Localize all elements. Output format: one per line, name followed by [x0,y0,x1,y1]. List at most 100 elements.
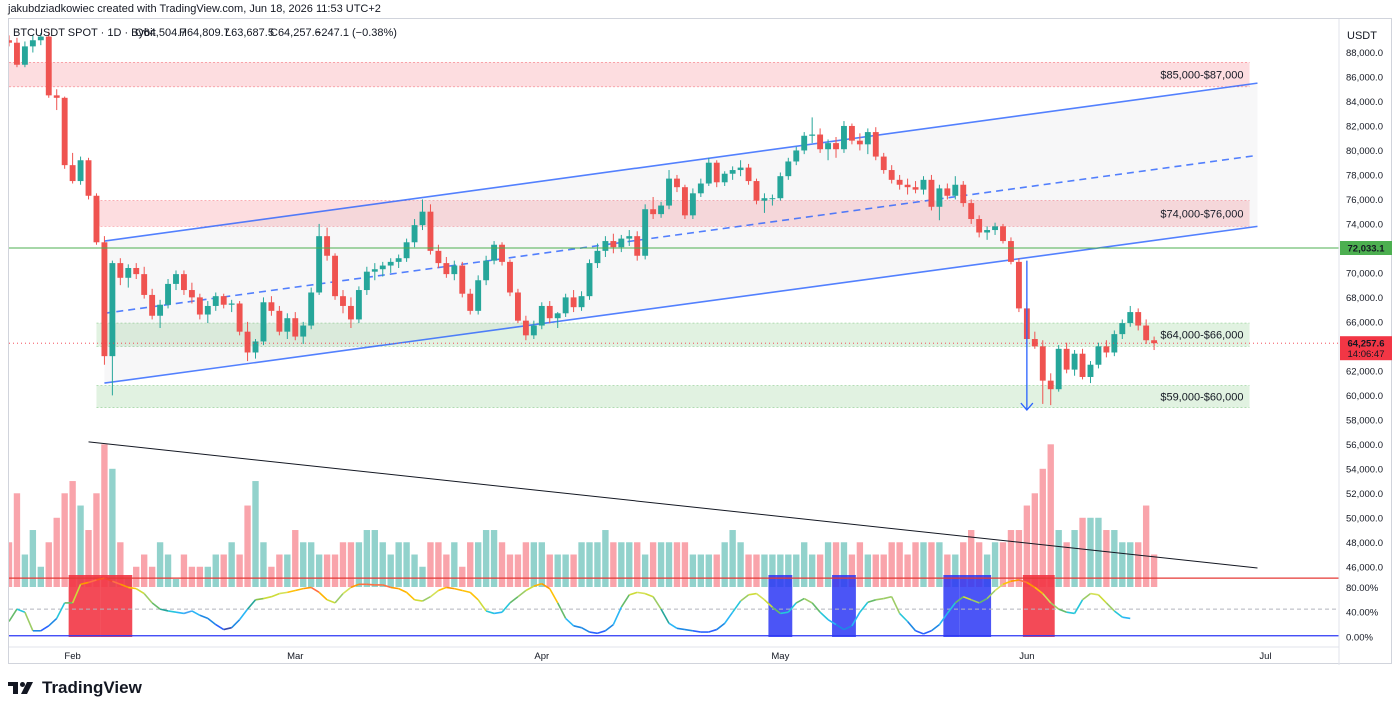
price-zones: $85,000-$87,000 $74,000-$76,000 $64,000-$6… [9,61,1250,408]
indicator-segment [556,602,567,619]
volume-bar [689,554,697,587]
indicator-segment [787,602,797,613]
candle-body [451,265,458,275]
currency-label: USDT [1347,30,1377,42]
indicator-segment [859,601,869,613]
indicator-segment [48,617,58,627]
candle-body [952,184,959,196]
indicator-segment [620,594,630,608]
volume-bar [1119,542,1126,587]
zone-label: $64,000-$66,000 [1160,330,1243,342]
volume-bar [506,554,514,587]
indicator-segment [56,602,66,619]
indicator-segment [390,586,399,590]
candle-body [586,263,593,297]
indicator-segment [684,628,694,632]
volume-bar [355,542,363,587]
indicator-segment [843,625,853,631]
time-tick-label: Mar [287,651,303,662]
volume-bar [419,566,426,587]
candle-body [101,242,108,357]
volume-bar [347,542,355,587]
candle-body [968,203,975,220]
candle-body [1103,346,1110,353]
candle-body [689,193,696,216]
candle-body [196,297,203,315]
candle-body [475,280,482,311]
time-tick-label: May [771,651,789,662]
volume-bar [649,542,657,587]
indicator-segment [970,599,980,604]
time-tick-label: Feb [64,651,80,662]
chart-svg[interactable]: $85,000-$87,000 $74,000-$76,000 $64,000-$6… [9,19,1393,665]
candle-body [1143,325,1150,341]
candle-body [483,260,490,281]
indicator-segment [318,591,328,601]
tradingview-logo[interactable]: TradingView [8,678,142,698]
volume-bar [713,554,720,587]
candle-body [634,236,641,256]
ohlc-open: O64,504.7 [135,27,186,39]
volume-bar [93,493,100,587]
indicator-segment [1066,611,1075,615]
candle-body [658,205,665,215]
candle-body [833,143,839,150]
volume-bar [697,554,705,587]
volume-bar [522,542,530,587]
volume-bar [395,542,402,587]
indicator-segment [238,608,249,621]
volume-bar [928,542,935,587]
indicator-segment [485,610,495,615]
volume-bar [172,579,180,587]
volume-bar [960,542,967,587]
volume-bar [793,554,800,587]
volume-bar [482,530,490,587]
candle-body [1063,348,1070,370]
candle-body [681,187,688,216]
volume-bar [236,554,243,587]
volume-bar [180,554,188,587]
candle-body [745,167,752,182]
price-tick-label: 68,000.0 [1346,293,1383,304]
candle-body [244,331,251,353]
indicator-segment [175,611,185,615]
volume-bar [634,542,641,587]
candle-body [570,297,577,308]
candle-body [530,325,537,336]
volume-bar [339,542,347,587]
candle-body [236,303,243,332]
volume-bar [991,542,999,587]
volume-bar [29,530,37,587]
candle-body [777,176,784,199]
chart-frame[interactable]: $85,000-$87,000 $74,000-$76,000 $64,000-$6… [8,18,1393,665]
candle-body [220,296,227,305]
indicator-segment [565,617,575,627]
indicator-segment [811,602,821,613]
candle-body [9,40,12,43]
volume-bar [459,566,466,587]
volume-bar [983,554,991,587]
candle-body [316,236,323,293]
ohlc-high: H64,809.7 [179,27,230,39]
price-tick-label: 60,000.0 [1346,391,1383,402]
candle-body [491,244,498,261]
volume-bar [212,554,219,587]
candle-body [85,160,92,196]
indicator-segment [875,597,884,601]
volume-bar [1079,517,1086,587]
candle-body [705,162,712,184]
volume-bar [944,554,951,587]
attribution-text: jakubdziadkowiec created with TradingVie… [8,3,381,15]
candle-body [347,305,354,320]
indicator-segment [692,630,701,633]
volume-bar [840,542,848,587]
price-tick-label: 80,000.0 [1346,146,1383,157]
volume-bar [252,481,259,587]
indicator-segment [708,628,717,633]
candle-body [888,170,895,180]
volume-bar [578,542,585,587]
indicator-tick-label: 0.00% [1346,633,1373,644]
channel-fill [104,83,1258,384]
indicator-segment [581,626,590,633]
volume-bar [681,542,689,587]
